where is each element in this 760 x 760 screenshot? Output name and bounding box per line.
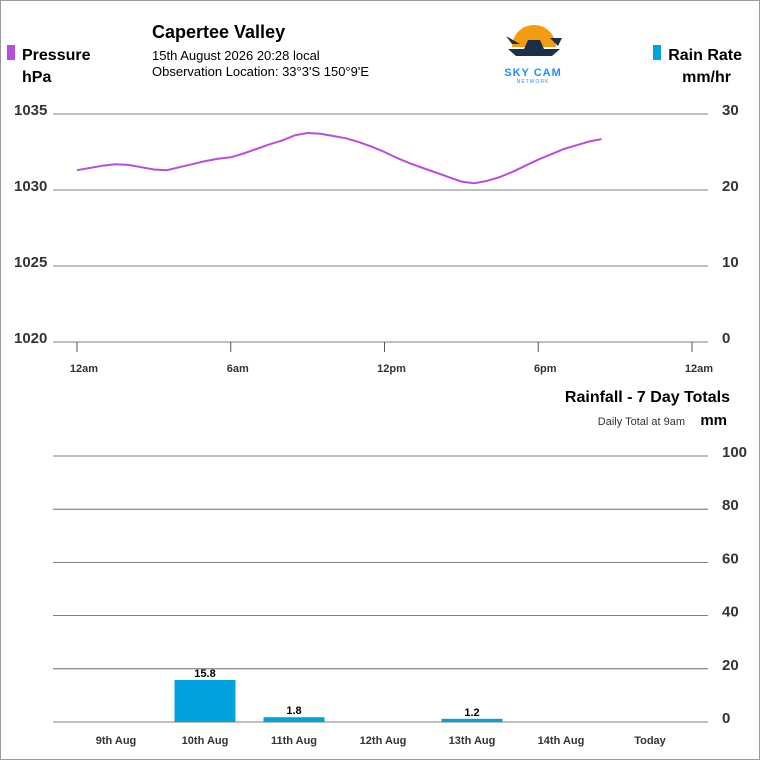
- pressure-unit-label: hPa: [22, 69, 51, 86]
- logo-sun-icon: [512, 25, 556, 47]
- rainfall-value-label: 1.8: [286, 705, 301, 717]
- observation-location: Observation Location: 33°3'S 150°9'E: [152, 64, 369, 79]
- rainfall-bar: [174, 679, 236, 722]
- time-x-tick-label: 12am: [70, 363, 98, 375]
- time-x-tick-label: 12pm: [377, 363, 406, 375]
- rainfall-y-tick-label: 20: [722, 657, 739, 674]
- rainfall-y-tick-label: 60: [722, 550, 739, 567]
- rainfall-y-tick-label: 100: [722, 444, 747, 461]
- pressure-y-tick-label: 1025: [14, 254, 47, 271]
- sky-cam-logo: SKY CAM NETWORK: [504, 25, 562, 85]
- pressure-y-tick-label: 1030: [14, 178, 47, 195]
- time-x-tick-label: 6pm: [534, 363, 557, 375]
- rainfall-bar: [441, 718, 503, 722]
- pressure-line: [76, 131, 602, 185]
- pressure-grid: [53, 113, 708, 343]
- rainfall-x-tick-label: 10th Aug: [182, 735, 229, 747]
- pressure-y-ticks: 1035 1030 1025 1020: [14, 102, 47, 347]
- rainfall-value-label: 1.2: [464, 707, 479, 719]
- rainfall-x-tick-label: 14th Aug: [538, 735, 585, 747]
- rainfall-x-tick-label: 11th Aug: [271, 735, 317, 747]
- rainfall-unit-label: mm: [700, 412, 727, 429]
- logo-subtext: NETWORK: [517, 79, 550, 85]
- rainfall-bars: 15.8 1.8 1.2: [174, 668, 503, 722]
- rainfall-grid: [53, 455, 708, 723]
- rain-rate-legend-label: Rain Rate: [668, 47, 742, 64]
- pressure-legend-label: Pressure: [22, 47, 91, 64]
- time-x-tick-label: 12am: [685, 363, 713, 375]
- rain-rate-unit-label: mm/hr: [682, 69, 731, 86]
- time-x-tick-label: 6am: [227, 363, 249, 375]
- rain-rate-legend-swatch: [653, 45, 661, 60]
- pressure-y-tick-label: 1020: [14, 330, 47, 347]
- rain-rate-y-tick-label: 0: [722, 330, 730, 347]
- time-x-ticks: 12am 6am 12pm 6pm 12am: [70, 342, 713, 375]
- observation-datetime: 15th August 2026 20:28 local: [152, 48, 320, 63]
- rain-rate-y-ticks: 30 20 10 0: [722, 102, 739, 347]
- rainfall-x-ticks: 9th Aug 10th Aug 11th Aug 12th Aug 13th Aug 1…: [96, 735, 667, 747]
- rainfall-x-tick-label: 13th Aug: [449, 735, 496, 747]
- rain-rate-y-tick-label: 10: [722, 254, 739, 271]
- pressure-legend-swatch: [7, 45, 15, 60]
- rainfall-y-tick-label: 0: [722, 710, 730, 727]
- rain-rate-y-tick-label: 20: [722, 178, 739, 195]
- rainfall-title: Rainfall - 7 Day Totals: [565, 389, 730, 406]
- rainfall-y-ticks: 100 80 60 40 20 0: [722, 444, 747, 727]
- rain-rate-y-tick-label: 30: [722, 102, 739, 119]
- rainfall-x-tick-label: 12th Aug: [360, 735, 407, 747]
- logo-text: SKY CAM: [504, 67, 562, 79]
- rainfall-x-tick-label: Today: [634, 735, 666, 747]
- rainfall-x-tick-label: 9th Aug: [96, 735, 137, 747]
- location-title: Capertee Valley: [152, 22, 285, 42]
- rainfall-y-tick-label: 80: [722, 497, 739, 514]
- rainfall-y-tick-label: 40: [722, 604, 739, 621]
- rainfall-value-label: 15.8: [194, 668, 215, 680]
- pressure-y-tick-label: 1035: [14, 102, 47, 119]
- rainfall-bar: [263, 717, 325, 722]
- rainfall-subtitle: Daily Total at 9am: [598, 416, 685, 428]
- logo-plane-icon: [508, 49, 560, 56]
